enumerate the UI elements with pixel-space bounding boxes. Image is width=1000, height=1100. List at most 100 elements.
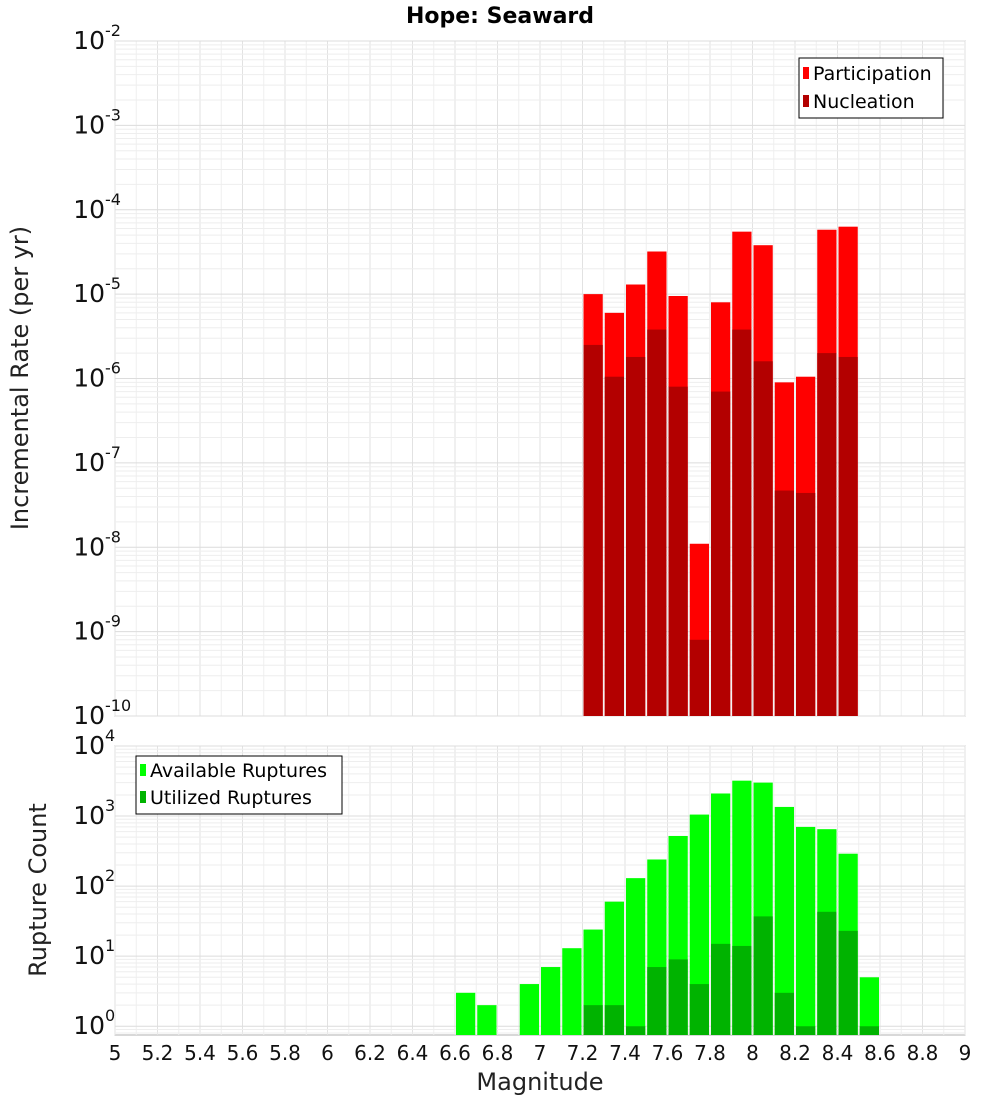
x-tick-label: 7.6 [652, 1041, 684, 1065]
top-y-tick: 10 -6 [73, 359, 121, 393]
top-y-tick-base: 10 [73, 279, 105, 308]
bottom-y-tick-exponent: 0 [105, 1006, 115, 1025]
bottom-bar-series2 [647, 967, 667, 1035]
bottom-y-tick-exponent: 4 [105, 726, 115, 745]
top-bar-series2 [796, 492, 816, 716]
top-y-tick: 10 -4 [73, 190, 121, 224]
top-grid [114, 40, 966, 717]
top-y-tick-base: 10 [73, 532, 105, 561]
legend-label-available: Available Ruptures [150, 760, 327, 782]
bottom-y-tick: 10 3 [73, 796, 115, 830]
bottom-bar-series2 [753, 916, 773, 1035]
bottom-bar-series2 [838, 930, 858, 1035]
top-y-tick-exponent: -3 [105, 105, 121, 124]
top-y-tick-base: 10 [73, 701, 105, 730]
x-axis-label: Magnitude [476, 1068, 603, 1096]
x-tick-label: 7 [534, 1041, 547, 1065]
x-tick-label: 6.6 [439, 1041, 471, 1065]
x-tick-label: 8 [746, 1041, 759, 1065]
bottom-bar-series1 [541, 967, 561, 1035]
bottom-bar-series2 [732, 945, 752, 1035]
bottom-bar-series2 [583, 1005, 603, 1035]
x-tick-label: 6.8 [482, 1041, 514, 1065]
top-bar-series2 [583, 344, 603, 716]
top-bar-series2 [604, 376, 624, 716]
top-y-tick-base: 10 [73, 448, 105, 477]
bottom-legend-box [135, 755, 343, 815]
x-tick-label: 6.4 [397, 1041, 429, 1065]
bottom-bar-series2 [774, 992, 794, 1035]
legend-swatch-utilized [140, 791, 146, 803]
top-y-tick-exponent: -9 [105, 612, 121, 631]
top-y-tick: 10 -2 [73, 21, 121, 55]
bottom-bar-series1 [626, 878, 646, 1035]
bottom-legend: Available Ruptures Utilized Ruptures [135, 755, 343, 815]
bottom-bar-series1 [477, 1005, 497, 1035]
top-bar-series2 [774, 490, 794, 716]
bottom-bar-series2 [689, 984, 709, 1035]
bottom-y-tick: 10 2 [73, 866, 115, 900]
bottom-bar-series2 [796, 1026, 816, 1035]
top-legend-box [798, 57, 944, 119]
x-tick-label: 5.4 [184, 1041, 216, 1065]
bottom-y-tick: 10 1 [73, 936, 115, 970]
legend-label-nucleation: Nucleation [813, 91, 915, 113]
top-y-tick: 10 -3 [73, 105, 121, 139]
top-y-tick-exponent: -5 [105, 274, 121, 293]
bottom-bar-series1 [562, 948, 582, 1035]
x-tick-label: 8.6 [864, 1041, 896, 1065]
top-y-tick: 10 -5 [73, 274, 121, 308]
x-tick-label: 5 [109, 1041, 122, 1065]
bottom-bar-series1 [774, 806, 794, 1035]
top-y-tick-base: 10 [73, 26, 105, 55]
top-bar-series2 [626, 356, 646, 716]
bottom-y-tick-base: 10 [73, 801, 105, 830]
top-bar-series2 [753, 361, 773, 716]
top-y-tick-base: 10 [73, 364, 105, 393]
bottom-bar-series1 [859, 977, 879, 1035]
bottom-bar-series2 [604, 1005, 624, 1035]
bottom-bar-series2 [668, 959, 688, 1035]
top-y-tick-exponent: -4 [105, 190, 121, 209]
bottom-bar-series2 [626, 1026, 646, 1035]
x-tick-label: 9 [959, 1041, 972, 1065]
bottom-y-axis-label: Rupture Count [24, 803, 52, 977]
top-legend: Participation Nucleation [798, 57, 944, 119]
bottom-bar-series2 [817, 911, 837, 1035]
bottom-bar-series1 [604, 901, 624, 1035]
legend-swatch-available [140, 764, 146, 776]
top-bar-series2 [711, 391, 731, 716]
bottom-bar-series1 [689, 814, 709, 1035]
x-tick-label: 6.2 [354, 1041, 386, 1065]
x-tick-label: 7.4 [609, 1041, 641, 1065]
top-y-axis-label: Incremental Rate (per yr) [6, 226, 34, 530]
bottom-bars [456, 780, 879, 1035]
top-y-tick-exponent: -8 [105, 527, 121, 546]
bottom-y-tick: 10 0 [73, 1006, 115, 1040]
legend-label-participation: Participation [813, 63, 932, 85]
bottom-bar-series1 [519, 984, 539, 1035]
bottom-bar-series1 [796, 826, 816, 1035]
x-tick-label: 8.2 [779, 1041, 811, 1065]
x-tick-labels: 5 5.2 5.4 5.6 5.8 6 6.2 6.4 6.6 6.8 7 7.2 7.4 7.6 7.8 8… [109, 1041, 972, 1065]
bottom-bar-series2 [711, 943, 731, 1035]
top-y-tick-base: 10 [73, 110, 105, 139]
bottom-y-tick-base: 10 [73, 941, 105, 970]
chart-title: Hope: Seaward [406, 4, 594, 29]
x-tick-label: 5.6 [227, 1041, 259, 1065]
bottom-y-tick-base: 10 [73, 731, 105, 760]
top-bars [583, 226, 858, 717]
bottom-bar-series2 [859, 1026, 879, 1035]
x-tick-label: 7.8 [694, 1041, 726, 1065]
top-bar-series2 [647, 329, 667, 716]
top-bar-series2 [838, 356, 858, 716]
x-tick-label: 5.2 [142, 1041, 174, 1065]
legend-label-utilized: Utilized Ruptures [150, 787, 312, 809]
top-y-tick: 10 -7 [73, 443, 121, 477]
bottom-y-tick-base: 10 [73, 871, 105, 900]
